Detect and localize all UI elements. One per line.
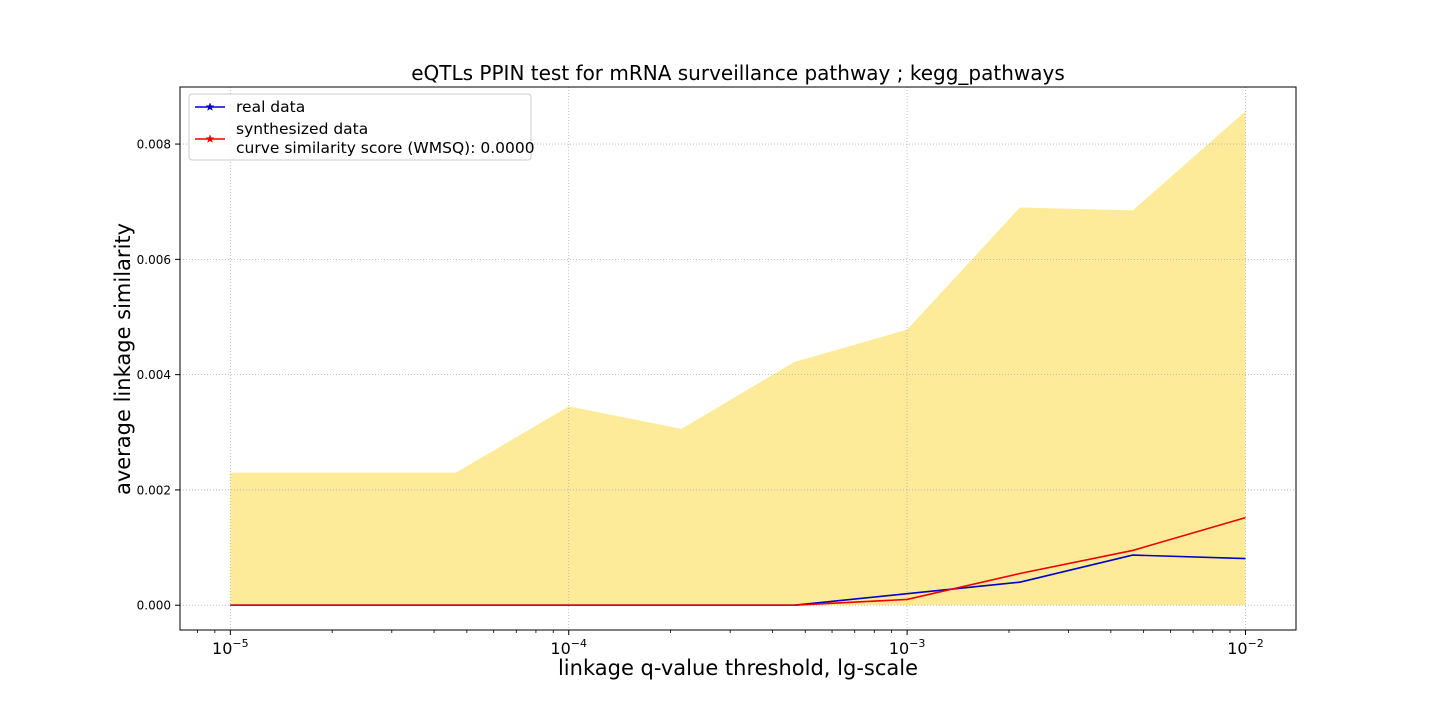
y-tick-label: 0.000 [137, 599, 171, 613]
x-axis-label: linkage q-value threshold, lg-scale [558, 656, 918, 680]
x-tick-label: 10−5 [212, 637, 249, 658]
legend-marker-star [205, 134, 215, 143]
legend-label: synthesized data [236, 120, 368, 138]
legend-label: real data [236, 98, 305, 116]
confidence-band [230, 111, 1246, 606]
series-line-synthesized-data [230, 516, 1246, 607]
legend-label: curve similarity score (WMSQ): 0.0000 [236, 139, 535, 157]
y-axis-label: average linkage similarity [111, 223, 135, 495]
x-tick-label: 10−2 [1227, 637, 1264, 658]
y-tick-label: 0.008 [137, 138, 171, 152]
legend-box [188, 93, 532, 161]
plot-area: 10−5 10−4 10−3 10−2 0.000 0.002 0.004 0.006 0.00… [137, 86, 1297, 658]
chart-title: eQTLs PPIN test for mRNA surveillance pa… [411, 61, 1065, 85]
y-tick-label: 0.006 [137, 253, 171, 267]
axes-frame [179, 86, 1297, 631]
legend-marker-star [205, 102, 215, 111]
y-tick-label: 0.002 [137, 483, 171, 497]
x-tick-label: 10−3 [889, 637, 926, 658]
y-tick-label: 0.004 [137, 368, 171, 382]
x-tick-label: 10−4 [550, 637, 587, 658]
